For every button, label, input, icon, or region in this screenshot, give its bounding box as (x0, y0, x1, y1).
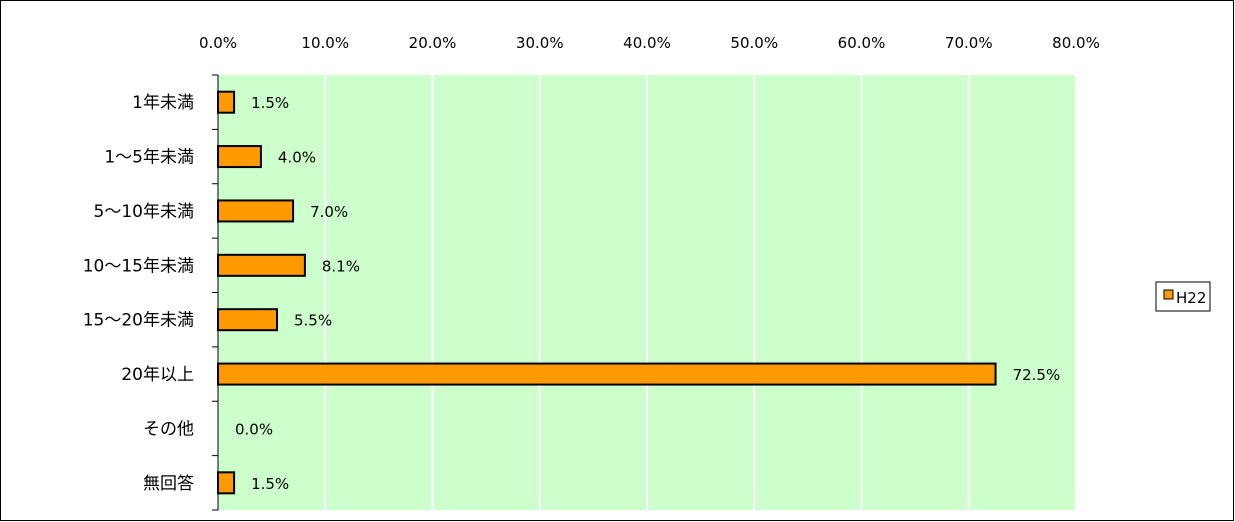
category-label: 5～10年未満 (94, 202, 194, 222)
bar (217, 199, 295, 223)
legend-entry-h22: H22 (1176, 289, 1206, 307)
category-label: 無回答 (143, 474, 194, 494)
bar (217, 471, 236, 495)
category-label: 1年未満 (132, 93, 194, 113)
x-tick-label: 70.0% (945, 34, 993, 52)
bars (217, 90, 997, 495)
bar (217, 90, 236, 114)
data-label: 72.5% (1013, 366, 1061, 384)
category-label: 15～20年未満 (83, 311, 194, 331)
x-tick-label: 10.0% (301, 34, 349, 52)
x-tick-label: 30.0% (516, 34, 564, 52)
data-label: 1.5% (251, 475, 289, 493)
data-label: 4.0% (278, 149, 316, 167)
data-label: 5.5% (294, 312, 332, 330)
x-tick-label: 50.0% (730, 34, 778, 52)
x-tick-label: 40.0% (623, 34, 671, 52)
category-label: その他 (143, 419, 194, 439)
x-tick-label: 20.0% (409, 34, 457, 52)
data-label: 7.0% (310, 203, 348, 221)
x-tick-label: 60.0% (838, 34, 886, 52)
y-axis-tick-marks (212, 74, 218, 511)
bar (217, 145, 262, 169)
category-label: 1～5年未満 (104, 148, 194, 168)
data-label: 1.5% (251, 94, 289, 112)
data-label: 0.0% (235, 420, 273, 438)
data-labels: 1.5% 4.0% 7.0% 8.1% 5.5% 72.5% 0.0% 1.5% (235, 94, 1060, 493)
bar (217, 362, 997, 386)
x-tick-label: 80.0% (1052, 34, 1100, 52)
x-tick-label: 0.0% (199, 34, 237, 52)
legend: H22 (1155, 281, 1211, 312)
category-labels: 1年未満 1～5年未満 5～10年未満 10～15年未満 15～20年未満 20年以上その… (83, 93, 194, 494)
gridlines (324, 75, 1077, 510)
legend-swatch-icon (1163, 289, 1174, 300)
bar (217, 308, 278, 332)
category-label: 20年以上 (121, 365, 194, 385)
bar (217, 253, 306, 277)
x-axis-ticks: 0.0% 10.0% 20.0% 30.0% 40.0% 50.0% 60.0% 70.0% 8… (199, 34, 1100, 52)
data-label: 8.1% (322, 257, 360, 275)
category-label: 10～15年未満 (83, 256, 194, 276)
